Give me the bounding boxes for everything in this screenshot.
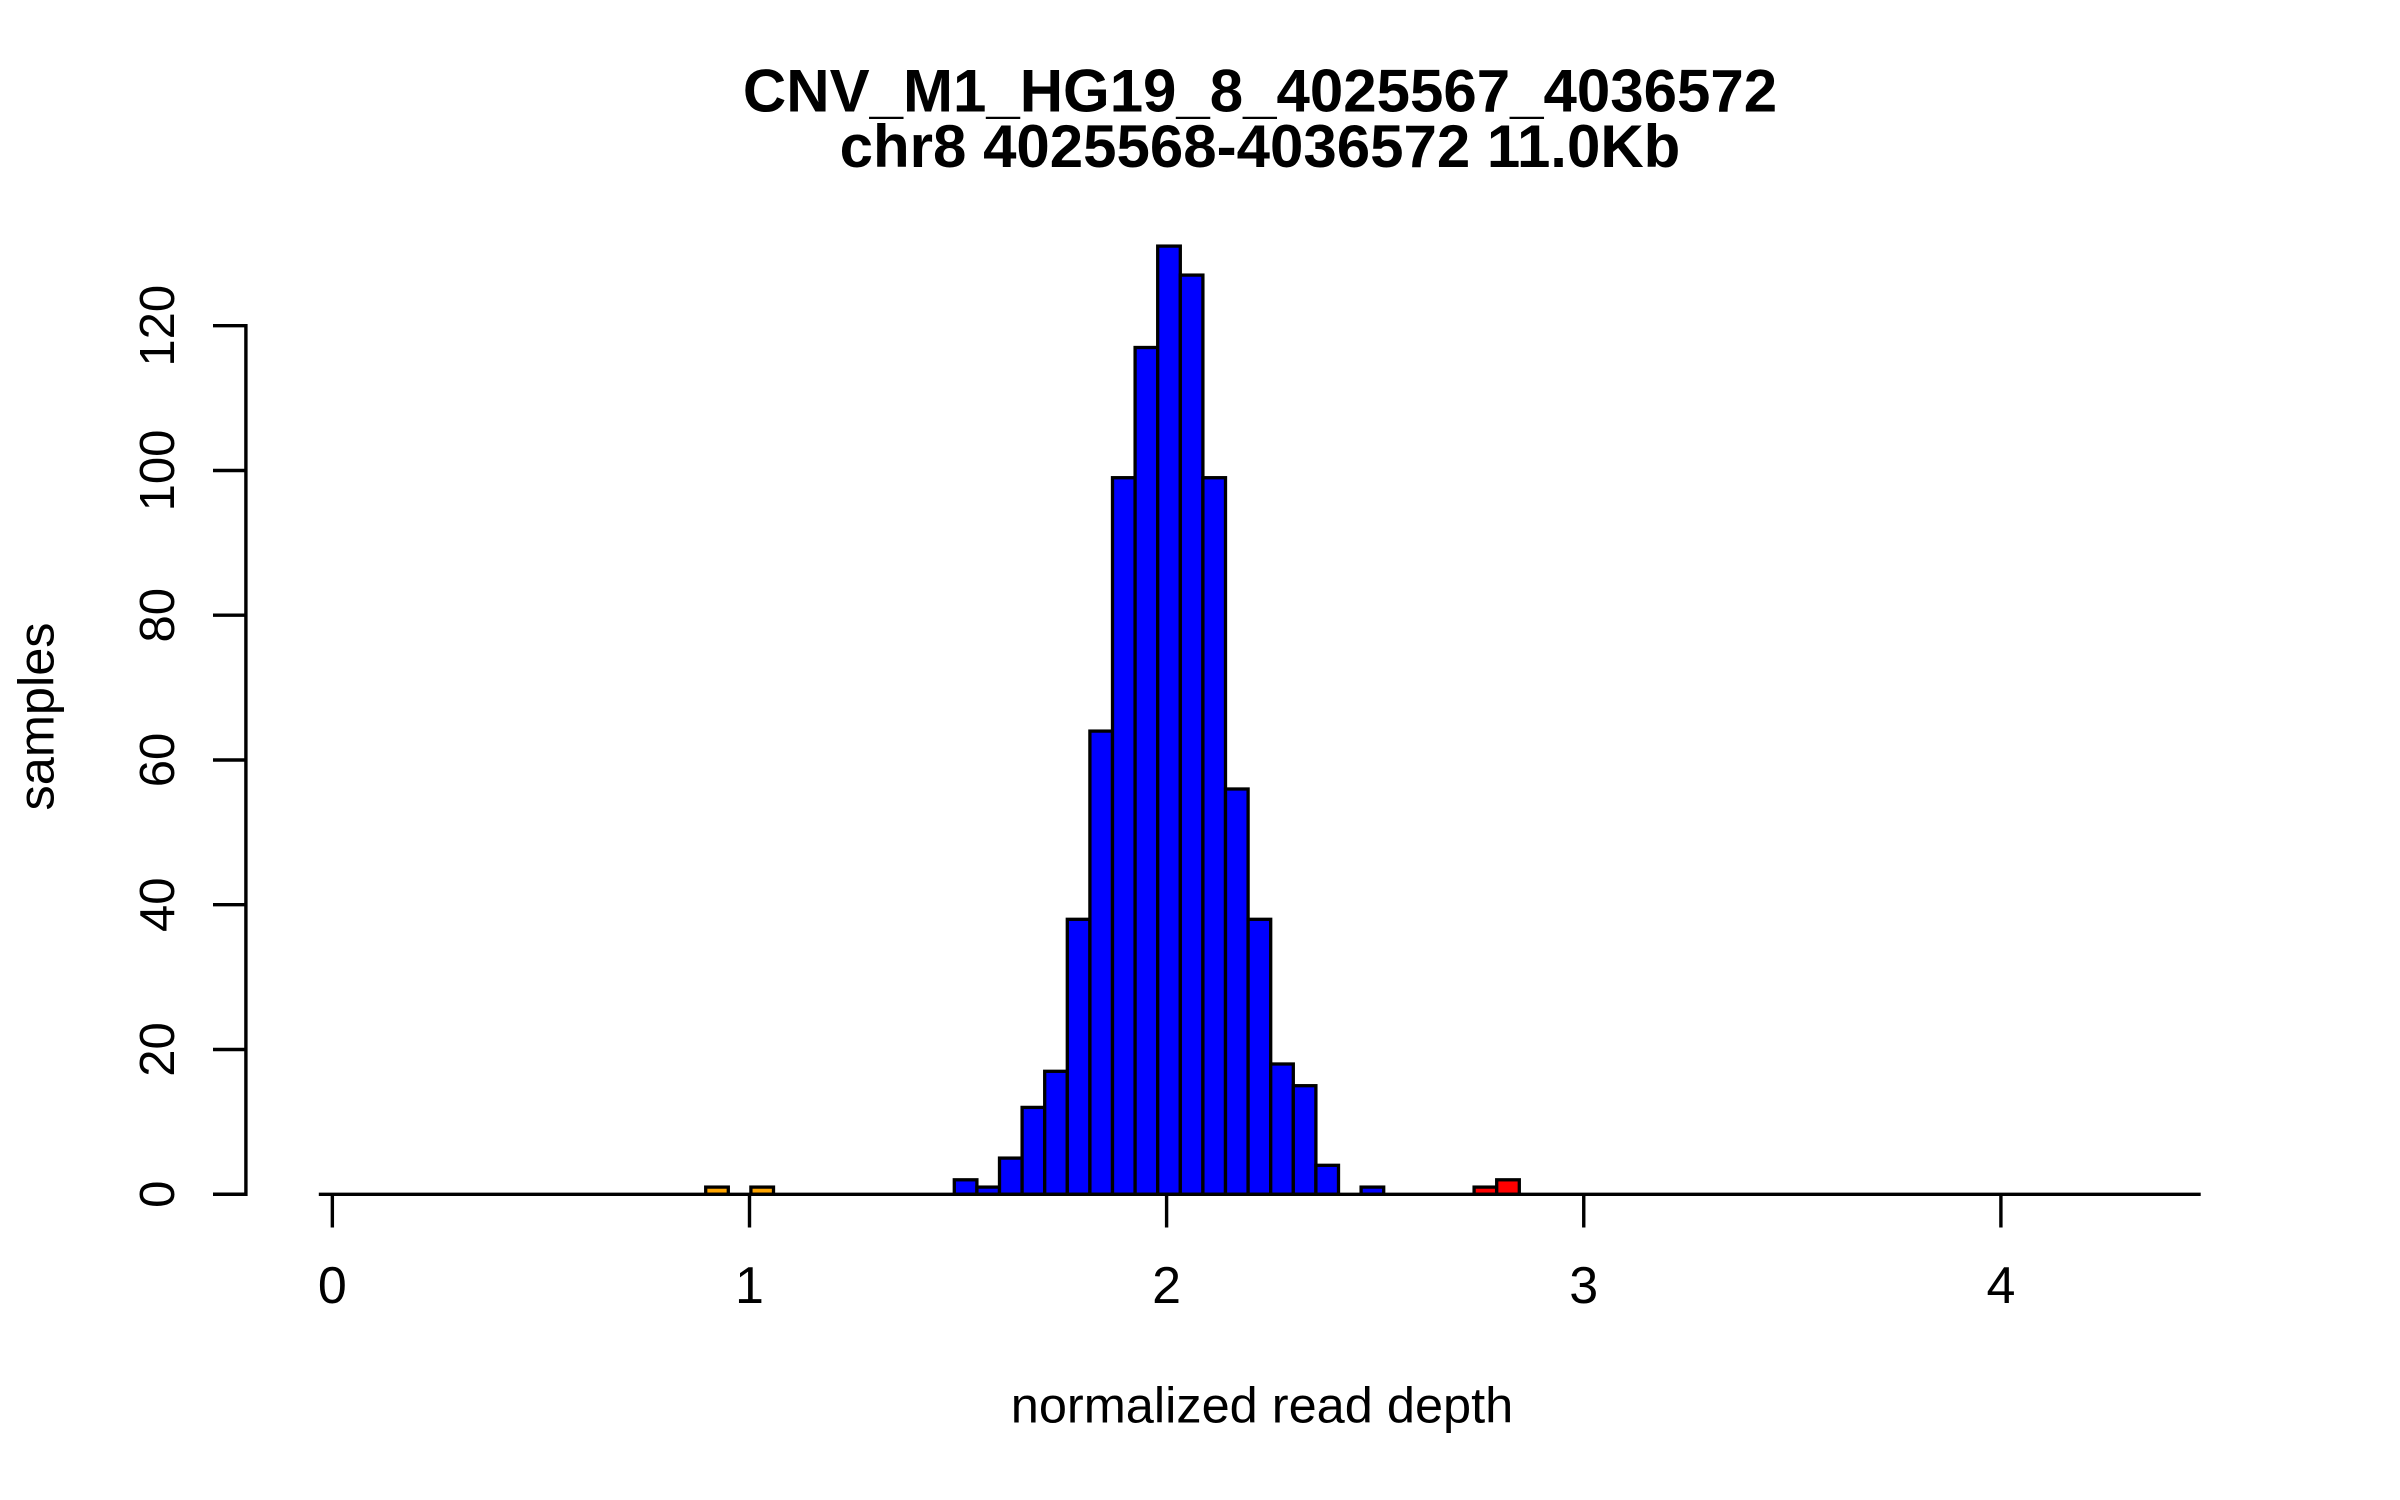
svg-text:0: 0 bbox=[131, 1181, 185, 1208]
svg-text:normalized read depth: normalized read depth bbox=[1011, 1377, 1514, 1434]
svg-text:60: 60 bbox=[131, 733, 185, 788]
svg-text:4: 4 bbox=[1986, 1257, 2015, 1315]
svg-text:chr8 4025568-4036572 11.0Kb: chr8 4025568-4036572 11.0Kb bbox=[840, 113, 1681, 180]
svg-text:20: 20 bbox=[131, 1022, 185, 1077]
svg-text:1: 1 bbox=[735, 1257, 764, 1315]
svg-text:0: 0 bbox=[318, 1257, 347, 1315]
svg-text:3: 3 bbox=[1569, 1257, 1598, 1315]
svg-text:100: 100 bbox=[131, 430, 185, 512]
svg-text:CNV_M1_HG19_8_4025567_4036572: CNV_M1_HG19_8_4025567_4036572 bbox=[743, 57, 1777, 124]
svg-text:120: 120 bbox=[131, 285, 185, 367]
svg-text:samples: samples bbox=[8, 622, 65, 810]
svg-text:40: 40 bbox=[131, 877, 185, 932]
svg-text:80: 80 bbox=[131, 588, 185, 643]
svg-text:2: 2 bbox=[1152, 1257, 1181, 1315]
